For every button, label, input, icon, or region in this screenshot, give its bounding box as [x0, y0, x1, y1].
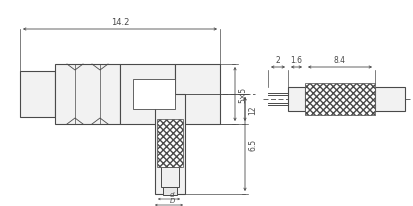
Bar	[55, 65, 120, 124]
Text: 5×5: 5×5	[238, 87, 247, 103]
Text: D: D	[170, 197, 176, 203]
Bar	[120, 65, 175, 124]
Bar	[375, 88, 405, 111]
Bar	[163, 187, 177, 195]
Text: 1.6: 1.6	[290, 56, 302, 65]
Bar	[288, 88, 305, 111]
Text: 2: 2	[275, 56, 280, 65]
Bar	[155, 95, 185, 194]
Bar	[161, 167, 179, 187]
Text: 8.4: 8.4	[334, 56, 346, 65]
Bar	[133, 80, 175, 109]
Bar	[20, 72, 55, 117]
Text: 14.2: 14.2	[111, 18, 129, 27]
Bar	[157, 119, 183, 167]
Bar	[175, 65, 220, 124]
Bar	[305, 84, 375, 115]
Text: d: d	[170, 191, 175, 197]
Text: 12: 12	[248, 105, 257, 114]
Text: 6.5: 6.5	[248, 138, 257, 150]
